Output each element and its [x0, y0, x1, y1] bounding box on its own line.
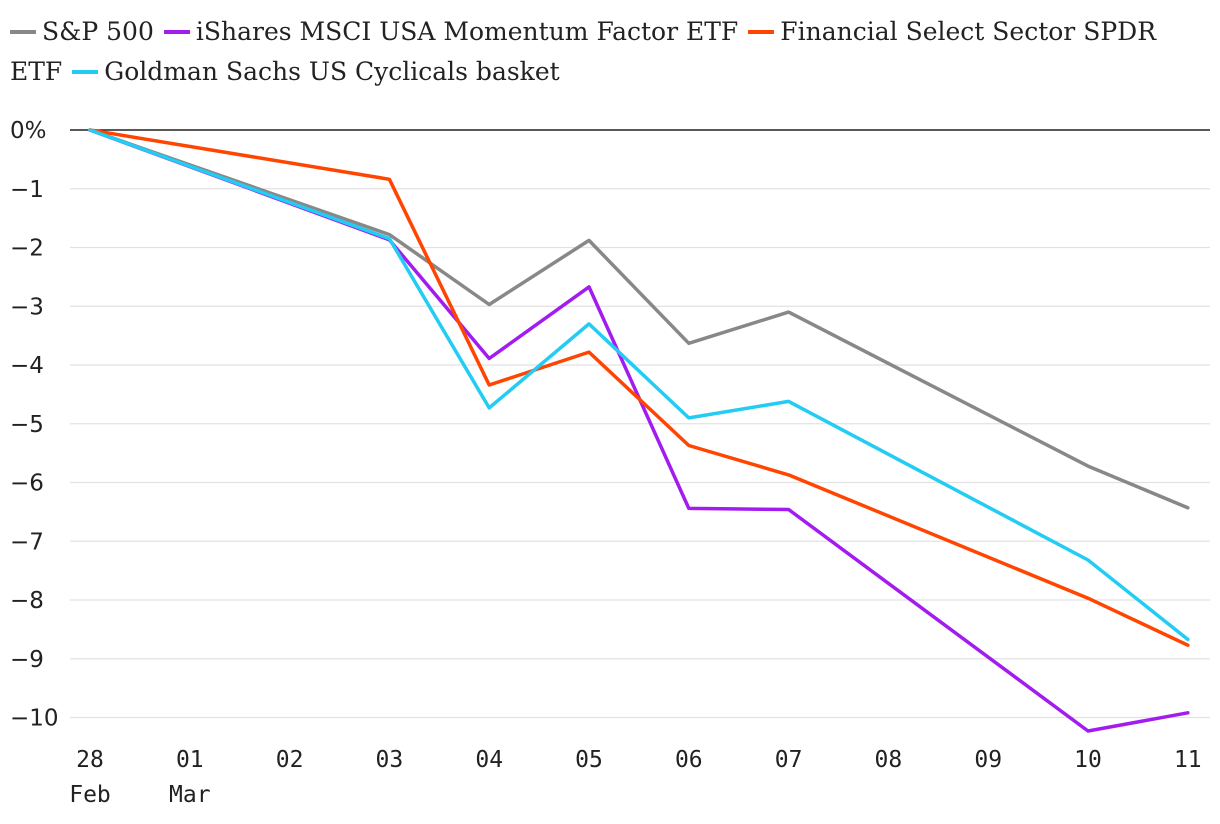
series-line-1: [88, 128, 1190, 733]
y-tick-label: −5: [10, 412, 44, 438]
x-tick-label: 10: [1074, 747, 1102, 773]
legend-label: S&P 500: [42, 17, 154, 46]
y-tick-label: −6: [10, 471, 44, 497]
gridlines: [70, 129, 1210, 719]
y-tick-label: −10: [10, 706, 59, 732]
legend-swatch: [72, 69, 99, 74]
x-tick-label: 05: [575, 747, 603, 773]
legend-swatch: [10, 29, 36, 34]
legend-swatch: [163, 29, 190, 34]
y-tick-label: −1: [10, 177, 44, 203]
x-tick-label: 07: [775, 747, 803, 773]
x-tick-sublabel: Mar: [169, 782, 211, 808]
y-tick-label: 0%: [10, 118, 47, 144]
series-line-3: [88, 128, 1190, 642]
x-tick-label: 28: [76, 747, 104, 773]
x-tick-label: 03: [376, 747, 404, 773]
series-line-2: [88, 128, 1190, 647]
legend-label: Goldman Sachs US Cyclicals basket: [104, 57, 560, 86]
legend-swatch: [748, 29, 775, 34]
series-lines: [88, 128, 1190, 733]
x-tick-sublabel: Feb: [69, 782, 111, 808]
x-tick-label: 08: [875, 747, 903, 773]
legend-item: Goldman Sachs US Cyclicals basket: [72, 57, 560, 86]
legend-item: Financial Select Sector SPDR ETF: [10, 17, 1156, 86]
legend-label: Financial Select Sector SPDR ETF: [10, 17, 1157, 86]
x-tick-label: 06: [675, 747, 703, 773]
x-axis-tick-labels: 28 Feb 01 Mar 02 03 04 05 06 07 08 09 10 11: [69, 747, 1201, 808]
series-line-0: [88, 128, 1190, 510]
y-tick-label: −4: [10, 353, 44, 379]
x-tick-label: 01: [176, 747, 204, 773]
legend-item: iShares MSCI USA Momentum Factor ETF: [163, 17, 739, 46]
y-tick-label: −3: [10, 294, 44, 320]
y-tick-label: −7: [10, 529, 44, 555]
x-tick-label: 02: [276, 747, 304, 773]
legend-label: iShares MSCI USA Momentum Factor ETF: [195, 17, 739, 46]
legend-item: S&P 500: [10, 17, 154, 46]
y-tick-label: −2: [10, 236, 44, 262]
y-axis-tick-labels: 0% −1 −2 −3 −4 −5 −6 −7 −8 −9 −10: [10, 118, 59, 732]
x-tick-label: 04: [475, 747, 503, 773]
x-tick-label: 11: [1174, 747, 1202, 773]
x-tick-label: 09: [974, 747, 1002, 773]
chart-legend: S&P 500 iShares MSCI USA Momentum Factor …: [10, 12, 1210, 92]
y-tick-label: −8: [10, 588, 44, 614]
y-tick-label: −9: [10, 647, 44, 673]
